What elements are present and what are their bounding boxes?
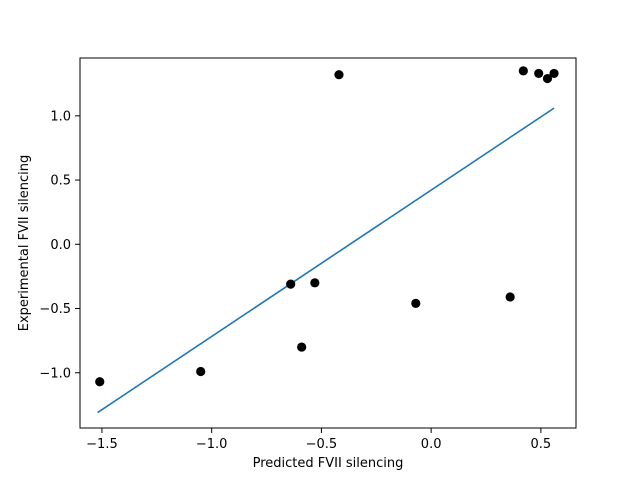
y-tick-label: 1.0 bbox=[50, 109, 71, 124]
y-tick-label: −1.0 bbox=[39, 366, 71, 381]
data-point bbox=[196, 366, 206, 377]
x-tick-label: −0.5 bbox=[306, 437, 338, 452]
y-tick-label: 0.0 bbox=[50, 238, 71, 253]
data-point bbox=[411, 298, 421, 308]
data-point bbox=[505, 292, 515, 302]
plot-area bbox=[95, 66, 559, 414]
data-point bbox=[310, 278, 320, 288]
data-point bbox=[542, 73, 553, 84]
x-tick-label: −1.0 bbox=[196, 437, 228, 452]
x-tick-label: 0.0 bbox=[421, 437, 442, 452]
data-point bbox=[534, 68, 544, 79]
data-point bbox=[549, 68, 559, 79]
data-point bbox=[95, 377, 105, 387]
x-tick-label: −1.5 bbox=[86, 437, 118, 452]
data-point bbox=[286, 279, 296, 289]
x-axis: −1.5 −1.0 −0.5 0.0 0.5 bbox=[86, 428, 551, 452]
x-axis-label: Predicted FVII silencing bbox=[253, 456, 404, 471]
fit-line bbox=[97, 107, 555, 414]
y-tick-label: 0.5 bbox=[50, 174, 71, 189]
y-axis-label: Experimental FVII silencing bbox=[17, 155, 32, 331]
x-tick-label: 0.5 bbox=[531, 437, 552, 452]
axes-frame bbox=[79, 57, 577, 429]
data-point bbox=[518, 66, 528, 76]
data-point bbox=[297, 342, 307, 352]
y-tick-label: −0.5 bbox=[39, 302, 71, 317]
y-axis: −1.0 −0.5 0.0 0.5 1.0 bbox=[39, 109, 80, 381]
data-point bbox=[334, 70, 344, 80]
